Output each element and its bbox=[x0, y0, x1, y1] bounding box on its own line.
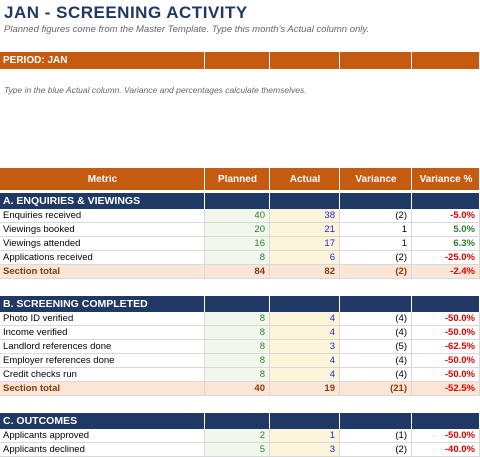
value-cell: 2 bbox=[205, 429, 270, 443]
value-cell: 21 bbox=[270, 223, 340, 237]
cell bbox=[270, 296, 340, 312]
value-cell: 1 bbox=[270, 429, 340, 443]
cell bbox=[205, 193, 270, 209]
period-label: PERIOD: JAN bbox=[3, 56, 68, 66]
value-cell: (4) bbox=[340, 368, 412, 382]
cell bbox=[340, 193, 412, 209]
value-cell: 8 bbox=[205, 340, 270, 354]
value-cell: 4 bbox=[270, 326, 340, 340]
title: JAN - SCREENING ACTIVITY bbox=[4, 4, 248, 21]
value-cell: -62.5% bbox=[412, 340, 480, 354]
cell bbox=[340, 168, 412, 190]
column-header: Actual bbox=[289, 175, 321, 185]
value-cell: 4 bbox=[270, 312, 340, 326]
metric-cell: Photo ID verified bbox=[0, 312, 205, 326]
cell bbox=[340, 52, 412, 69]
metric-cell: Viewings attended bbox=[0, 237, 205, 251]
value-cell: 5.0% bbox=[412, 223, 480, 237]
value-cell: 8 bbox=[205, 251, 270, 265]
cell bbox=[412, 193, 480, 209]
metric-cell: Income verified bbox=[0, 326, 205, 340]
instruction: Type in the blue Actual column. Variance… bbox=[4, 86, 307, 95]
column-header: Variance % bbox=[419, 175, 473, 185]
cell bbox=[270, 413, 340, 429]
metric-cell: Section total bbox=[0, 265, 205, 279]
value-cell: 6 bbox=[270, 251, 340, 265]
value-cell: 8 bbox=[205, 326, 270, 340]
metric-cell: Enquiries received bbox=[0, 209, 205, 223]
value-cell: 4 bbox=[270, 354, 340, 368]
section-header: B. SCREENING COMPLETED bbox=[3, 299, 148, 310]
cell bbox=[205, 168, 270, 190]
value-cell: (2) bbox=[340, 209, 412, 223]
value-cell: -2.4% bbox=[412, 265, 480, 279]
value-cell: (2) bbox=[340, 251, 412, 265]
cell bbox=[340, 296, 412, 312]
value-cell: -52.5% bbox=[412, 382, 480, 396]
value-cell: 8 bbox=[205, 354, 270, 368]
value-cell: -50.0% bbox=[412, 326, 480, 340]
cell bbox=[412, 52, 480, 69]
value-cell: (5) bbox=[340, 340, 412, 354]
metric-cell: Viewings booked bbox=[0, 223, 205, 237]
section-header: A. ENQUIRIES & VIEWINGS bbox=[3, 196, 141, 207]
value-cell: 82 bbox=[270, 265, 340, 279]
section-header: C. OUTCOMES bbox=[3, 416, 78, 427]
metric-cell: Landlord references done bbox=[0, 340, 205, 354]
cell bbox=[270, 168, 340, 190]
cell bbox=[412, 296, 480, 312]
value-cell: (2) bbox=[340, 265, 412, 279]
value-cell: (4) bbox=[340, 354, 412, 368]
value-cell: 20 bbox=[205, 223, 270, 237]
cell bbox=[340, 413, 412, 429]
cell bbox=[0, 296, 205, 312]
cell bbox=[205, 52, 270, 69]
value-cell: 17 bbox=[270, 237, 340, 251]
cell bbox=[205, 413, 270, 429]
column-header: Variance bbox=[355, 175, 397, 185]
metric-cell: Section total bbox=[0, 382, 205, 396]
value-cell: 4 bbox=[270, 368, 340, 382]
metric-cell: Employer references done bbox=[0, 354, 205, 368]
value-cell: 8 bbox=[205, 368, 270, 382]
cell bbox=[270, 52, 340, 69]
cell bbox=[0, 193, 205, 209]
cell bbox=[0, 52, 205, 69]
value-cell: -50.0% bbox=[412, 312, 480, 326]
cell bbox=[270, 193, 340, 209]
value-cell: 40 bbox=[205, 209, 270, 223]
metric-cell: Applicants approved bbox=[0, 429, 205, 443]
cell bbox=[0, 413, 205, 429]
value-cell: 3 bbox=[270, 340, 340, 354]
column-header: Metric bbox=[87, 175, 118, 185]
cell bbox=[0, 168, 205, 190]
cell bbox=[412, 413, 480, 429]
value-cell: 6.3% bbox=[412, 237, 480, 251]
value-cell: 8 bbox=[205, 312, 270, 326]
value-cell: (4) bbox=[340, 312, 412, 326]
value-cell: (21) bbox=[340, 382, 412, 396]
value-cell: -50.0% bbox=[412, 354, 480, 368]
metric-cell: Credit checks run bbox=[0, 368, 205, 382]
value-cell: 16 bbox=[205, 237, 270, 251]
value-cell: 84 bbox=[205, 265, 270, 279]
cell bbox=[205, 296, 270, 312]
value-cell: (1) bbox=[340, 429, 412, 443]
column-header: Planned bbox=[218, 175, 257, 185]
subtitle: Planned figures come from the Master Tem… bbox=[4, 25, 370, 35]
value-cell: -5.0% bbox=[412, 209, 480, 223]
value-cell: -50.0% bbox=[412, 429, 480, 443]
value-cell: 1 bbox=[340, 237, 412, 251]
value-cell: 38 bbox=[270, 209, 340, 223]
value-cell: 19 bbox=[270, 382, 340, 396]
value-cell: 1 bbox=[340, 223, 412, 237]
value-cell: -25.0% bbox=[412, 251, 480, 265]
value-cell: 40 bbox=[205, 382, 270, 396]
metric-cell: Applications received bbox=[0, 251, 205, 265]
value-cell: -50.0% bbox=[412, 368, 480, 382]
value-cell: (4) bbox=[340, 326, 412, 340]
